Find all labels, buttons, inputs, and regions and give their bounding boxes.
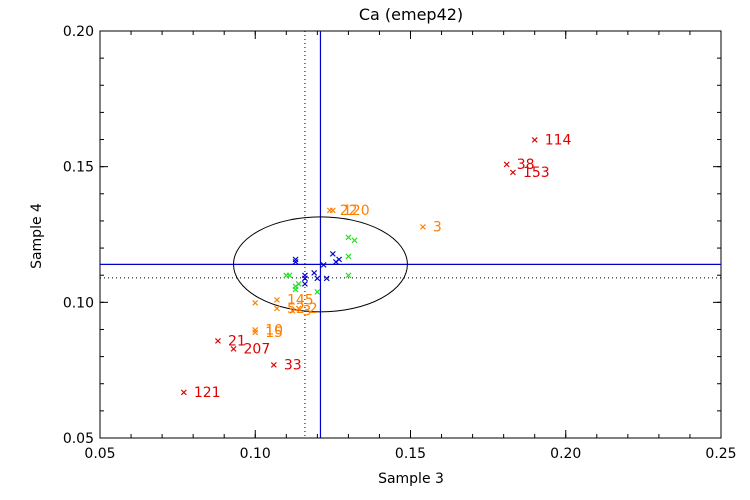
blue-point: × (332, 257, 340, 268)
blue-point: × (291, 254, 299, 265)
red-point-label: 21 (228, 333, 246, 349)
red-point-label: 153 (523, 165, 550, 181)
x-tick-label: 0.05 (84, 446, 115, 462)
y-axis-label: Sample 4 (29, 203, 45, 269)
blue-point: × (291, 257, 299, 268)
x-axis-label: Sample 3 (378, 471, 444, 487)
orange-point: × (295, 303, 303, 314)
orange-point-label: 22 (340, 203, 358, 219)
red-point: × (180, 387, 188, 398)
orange-point: × (326, 206, 334, 217)
orange-point-label: 145 (287, 293, 314, 309)
orange-point: × (419, 222, 427, 233)
green-point: × (291, 284, 299, 295)
red-point: × (214, 336, 222, 347)
green-point: × (350, 235, 358, 246)
red-point-label: 114 (545, 133, 572, 149)
orange-point: × (251, 298, 259, 309)
y-tick-label: 0.05 (63, 431, 94, 447)
orange-point: × (251, 325, 259, 336)
red-point: × (229, 344, 237, 355)
green-point: × (282, 271, 290, 282)
red-point: × (509, 168, 517, 179)
y-tick-label: 0.20 (63, 24, 94, 40)
blue-point: × (313, 273, 321, 284)
orange-point-label: 10 (265, 322, 283, 338)
orange-point: × (273, 303, 281, 314)
red-point: × (531, 135, 539, 146)
orange-point-label: 120 (343, 203, 370, 219)
blue-point: × (301, 273, 309, 284)
blue-point: × (335, 254, 343, 265)
red-point-label: 38 (517, 157, 535, 173)
green-point: × (344, 233, 352, 244)
orange-point: × (288, 306, 296, 317)
red-point: × (503, 159, 511, 170)
red-point-label: 33 (284, 358, 302, 374)
chart-title: Ca (emep42) (359, 5, 463, 24)
red-point-label: 121 (194, 385, 221, 401)
plot-area: 0.05 0.10 0.15 0.20 0.25 0.05 0.10 0.15 0.20 × 114… (63, 24, 737, 462)
orange-point-label: 52 (287, 301, 305, 317)
orange-point-label: 3 (433, 219, 442, 235)
red-point-label: 207 (244, 341, 271, 357)
y-tick-label: 0.10 (63, 295, 94, 311)
blue-point: × (301, 271, 309, 282)
orange-point-label: 15 (265, 325, 283, 341)
green-point: × (344, 271, 352, 282)
x-tick-label: 0.15 (395, 446, 426, 462)
green-point: × (344, 252, 352, 263)
blue-point: × (301, 279, 309, 290)
orange-point-label: 3 (303, 303, 312, 319)
x-tick-label: 0.20 (550, 446, 581, 462)
blue-point: × (322, 273, 330, 284)
plot-frame (99, 30, 722, 439)
green-point: × (291, 282, 299, 293)
blue-point: × (310, 268, 318, 279)
orange-point-label: 2 (309, 301, 318, 317)
x-tick-label: 0.25 (705, 446, 736, 462)
green-point: × (295, 279, 303, 290)
green-point: × (313, 287, 321, 298)
orange-point: × (251, 328, 259, 339)
x-tick-label: 0.10 (240, 446, 271, 462)
blue-point: × (329, 249, 337, 260)
red-point: × (270, 360, 278, 371)
confidence-ellipse (233, 216, 408, 313)
blue-point: × (319, 260, 327, 271)
orange-point: × (329, 206, 337, 217)
green-point: × (285, 271, 293, 282)
y-tick-label: 0.15 (63, 160, 94, 176)
orange-point: × (273, 295, 281, 306)
